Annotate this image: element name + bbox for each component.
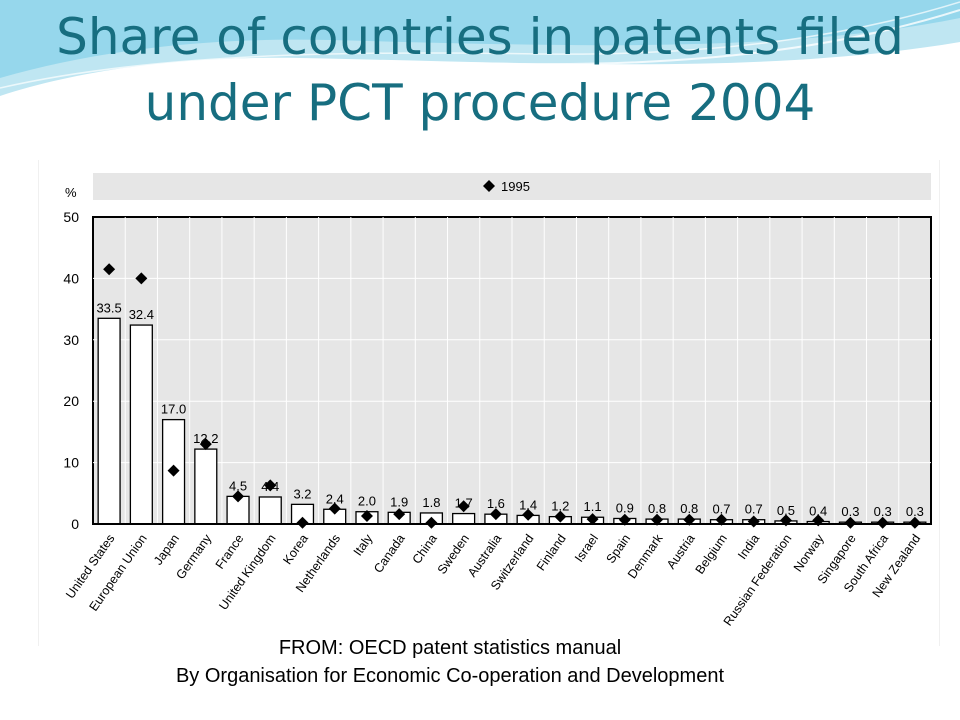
- marker-1995: [199, 438, 212, 451]
- marker-1995: [844, 516, 857, 529]
- header-wave-decoration: [0, 0, 960, 105]
- marker-1995: [779, 514, 792, 527]
- bar-value-label: 2.0: [358, 494, 376, 509]
- marker-1995: [812, 514, 825, 527]
- bar-value-label: 17.0: [161, 402, 186, 417]
- bar-value-label: 0.7: [745, 502, 763, 517]
- bar-value-label: 0.3: [841, 504, 859, 519]
- source-line-2: By Organisation for Economic Co-operatio…: [175, 665, 725, 687]
- x-tick-label: France: [213, 532, 247, 572]
- marker-1995: [232, 490, 245, 503]
- bar-value-label: 1.2: [551, 499, 569, 514]
- slide-title: Share of countries in patents filed unde…: [40, 4, 920, 136]
- slide-title-line-2: under PCT procedure 2004: [144, 74, 816, 132]
- source-note: FROM: OECD patent statistics manual By O…: [0, 634, 900, 690]
- legend-background: [93, 173, 931, 200]
- marker-1995: [457, 500, 470, 513]
- y-tick-label: 20: [63, 393, 79, 409]
- x-tick-label: European Union: [87, 532, 150, 614]
- bar: [129, 324, 153, 525]
- chart-panel: 1995 0 10 20 30 40 50% 33.5 United States 32.4 Eur…: [38, 160, 940, 646]
- x-tick-label: Spain: [603, 532, 633, 566]
- bar-value-label: 1.6: [487, 496, 505, 511]
- bar-value-label: 1.1: [584, 499, 602, 514]
- x-tick-label: Belgium: [693, 532, 730, 577]
- source-line-1: FROM: OECD patent statistics manual: [278, 637, 622, 659]
- bar-value-label: 0.8: [680, 501, 698, 516]
- marker-1995: [425, 516, 438, 529]
- marker-1995: [618, 513, 631, 526]
- wave-line: [0, 9, 960, 105]
- marker-1995: [715, 513, 728, 526]
- bar: [194, 448, 218, 525]
- bar-value-label: 0.9: [616, 500, 634, 515]
- y-tick-label: 40: [63, 270, 79, 286]
- slide-title-line-1: Share of countries in patents filed: [56, 8, 904, 66]
- marker-1995: [683, 513, 696, 526]
- marker-1995: [586, 513, 599, 526]
- wave-band-mid: [0, 0, 960, 78]
- marker-1995: [135, 272, 148, 285]
- x-tick-label: Korea: [280, 532, 311, 567]
- y-tick-label: 30: [63, 332, 79, 348]
- bar-value-label: 1.4: [519, 497, 537, 512]
- marker-1995: [876, 516, 889, 529]
- bar-value-label: 0.5: [777, 503, 795, 518]
- bar: [97, 317, 121, 525]
- x-tick-label: China: [410, 532, 440, 567]
- x-tick-label: Finland: [534, 532, 569, 574]
- bar-value-label: 3.2: [293, 486, 311, 501]
- marker-1995: [522, 508, 535, 521]
- bar-value-label: 0.3: [906, 504, 924, 519]
- bar-value-label: 2.4: [326, 491, 344, 506]
- marker-1995: [393, 508, 406, 521]
- bar-value-label: 4.5: [229, 478, 247, 493]
- bar-value-label: 33.5: [96, 300, 121, 315]
- x-tick-label: India: [735, 532, 762, 562]
- y-tick-label: 0: [71, 516, 79, 532]
- bar-value-label: 0.7: [712, 502, 730, 517]
- bar-value-label: 1.8: [422, 495, 440, 510]
- wave-line: [0, 1, 960, 89]
- bar-value-label: 0.4: [809, 504, 827, 519]
- bar-value-label: 0.8: [648, 501, 666, 516]
- x-tick-label: Japan: [151, 532, 182, 568]
- bar-value-label: 32.4: [129, 307, 154, 322]
- marker-1995: [908, 516, 921, 529]
- marker-1995: [103, 263, 116, 276]
- marker-1995: [264, 479, 277, 492]
- marker-1995: [360, 510, 373, 523]
- x-tick-label: Israel: [572, 532, 601, 565]
- bar-value-label: 1.9: [390, 494, 408, 509]
- marker-1995: [167, 464, 180, 477]
- y-axis-unit-label: %: [65, 185, 77, 200]
- marker-1995: [651, 513, 664, 526]
- x-tick-label: Canada: [371, 532, 408, 576]
- y-tick-label: 10: [63, 455, 79, 471]
- bar: [258, 496, 282, 525]
- y-tick-label: 50: [63, 209, 79, 225]
- x-tick-label: Italy: [351, 531, 376, 558]
- legend-label: 1995: [501, 179, 530, 194]
- marker-1995: [328, 502, 341, 515]
- legend-marker-diamond: [483, 180, 495, 192]
- marker-1995: [296, 516, 309, 529]
- bar: [452, 512, 476, 525]
- x-tick-label: Austria: [664, 532, 698, 572]
- bar-value-label: 0.3: [874, 504, 892, 519]
- marker-1995: [489, 508, 502, 521]
